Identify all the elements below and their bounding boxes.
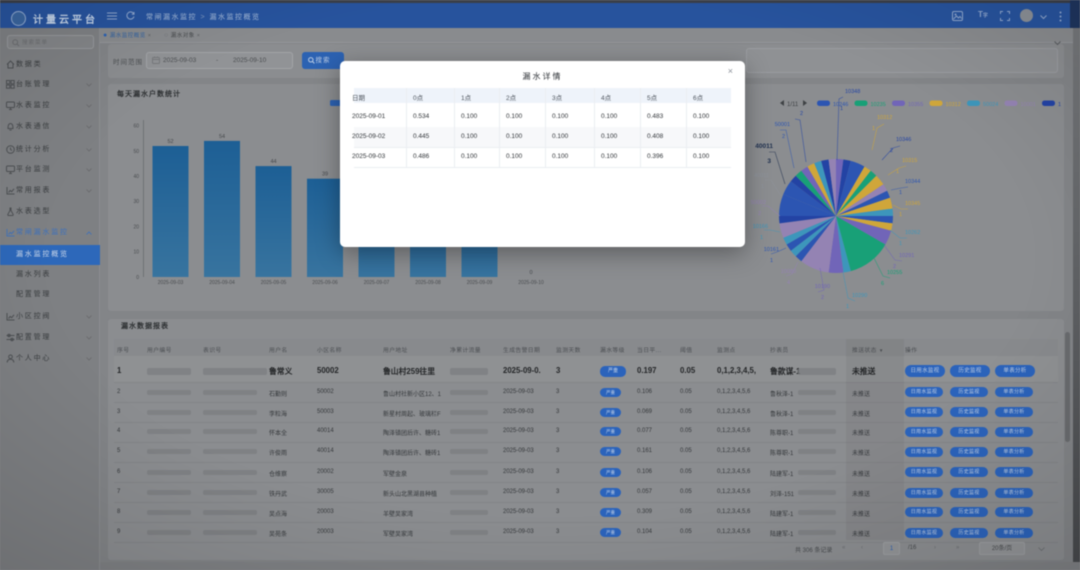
svg-text:3: 3 [767, 158, 771, 165]
svg-text:1/11: 1/11 [787, 102, 799, 108]
svg-text:10161: 10161 [764, 247, 779, 253]
svg-text:2025-09-06: 2025-09-06 [312, 280, 338, 286]
svg-text:52: 52 [167, 139, 173, 145]
svg-text:2025-09-08: 2025-09-08 [415, 280, 441, 286]
svg-text:10246: 10246 [833, 102, 848, 108]
svg-text:2: 2 [821, 295, 824, 301]
svg-text:2: 2 [890, 148, 893, 154]
svg-text:50001: 50001 [775, 122, 790, 128]
svg-text:0: 0 [529, 270, 532, 276]
svg-text:1: 1 [899, 212, 902, 218]
svg-text:2025-09-04: 2025-09-04 [209, 280, 235, 286]
svg-text:10: 10 [133, 250, 139, 256]
svg-text:10255: 10255 [887, 270, 902, 276]
svg-text:6: 6 [881, 281, 884, 287]
svg-text:10355: 10355 [908, 102, 923, 108]
svg-text:40: 40 [133, 174, 139, 180]
svg-text:40011: 40011 [755, 143, 773, 150]
svg-text:10235: 10235 [871, 102, 886, 108]
svg-text:44: 44 [270, 159, 276, 165]
svg-text:2025-09-07: 2025-09-07 [364, 280, 390, 286]
svg-text:2: 2 [893, 264, 896, 270]
svg-text:1: 1 [770, 258, 773, 264]
svg-text:39: 39 [322, 172, 328, 178]
svg-text:10001: 10001 [1021, 102, 1036, 108]
svg-text:10345: 10345 [905, 201, 920, 207]
svg-text:10312: 10312 [877, 115, 892, 121]
svg-text:1: 1 [899, 190, 902, 196]
svg-text:10080: 10080 [781, 269, 796, 275]
svg-text:0: 0 [136, 275, 139, 281]
svg-text:10291: 10291 [899, 253, 914, 259]
svg-text:60: 60 [133, 124, 139, 130]
svg-text:1: 1 [840, 106, 843, 112]
svg-text:40011: 40011 [754, 173, 769, 179]
svg-text:10166: 10166 [753, 224, 768, 230]
svg-text:30: 30 [133, 199, 139, 205]
svg-text:2: 2 [800, 111, 803, 117]
svg-text:50002: 50002 [751, 200, 766, 206]
svg-text:2025-09-10: 2025-09-10 [518, 280, 544, 286]
svg-text:2025-09-05: 2025-09-05 [261, 280, 287, 286]
svg-text:10315: 10315 [902, 158, 917, 164]
svg-text:1: 1 [760, 235, 763, 241]
svg-text:54: 54 [219, 134, 225, 140]
svg-text:2025-09-09: 2025-09-09 [467, 280, 493, 286]
svg-text:1: 1 [846, 304, 849, 310]
svg-text:1: 1 [872, 126, 875, 132]
svg-text:10348: 10348 [845, 89, 860, 95]
svg-text:2: 2 [758, 211, 761, 217]
svg-text:10344: 10344 [905, 179, 920, 185]
svg-text:1: 1 [761, 184, 764, 190]
svg-text:1: 1 [896, 169, 899, 175]
svg-text:2: 2 [782, 134, 785, 140]
svg-text:20: 20 [133, 224, 139, 230]
svg-text:50024: 50024 [983, 102, 998, 108]
svg-text:10190: 10190 [815, 284, 830, 290]
svg-text:10312: 10312 [946, 102, 961, 108]
svg-text:10262: 10262 [905, 230, 920, 236]
svg-text:1: 1 [1058, 102, 1061, 108]
svg-text:1: 1 [899, 241, 902, 247]
svg-text:10290: 10290 [852, 293, 867, 299]
svg-text:2025-09-03: 2025-09-03 [158, 280, 184, 286]
svg-text:10346: 10346 [896, 137, 911, 143]
svg-text:50: 50 [133, 149, 139, 155]
svg-text:4: 4 [787, 280, 790, 286]
